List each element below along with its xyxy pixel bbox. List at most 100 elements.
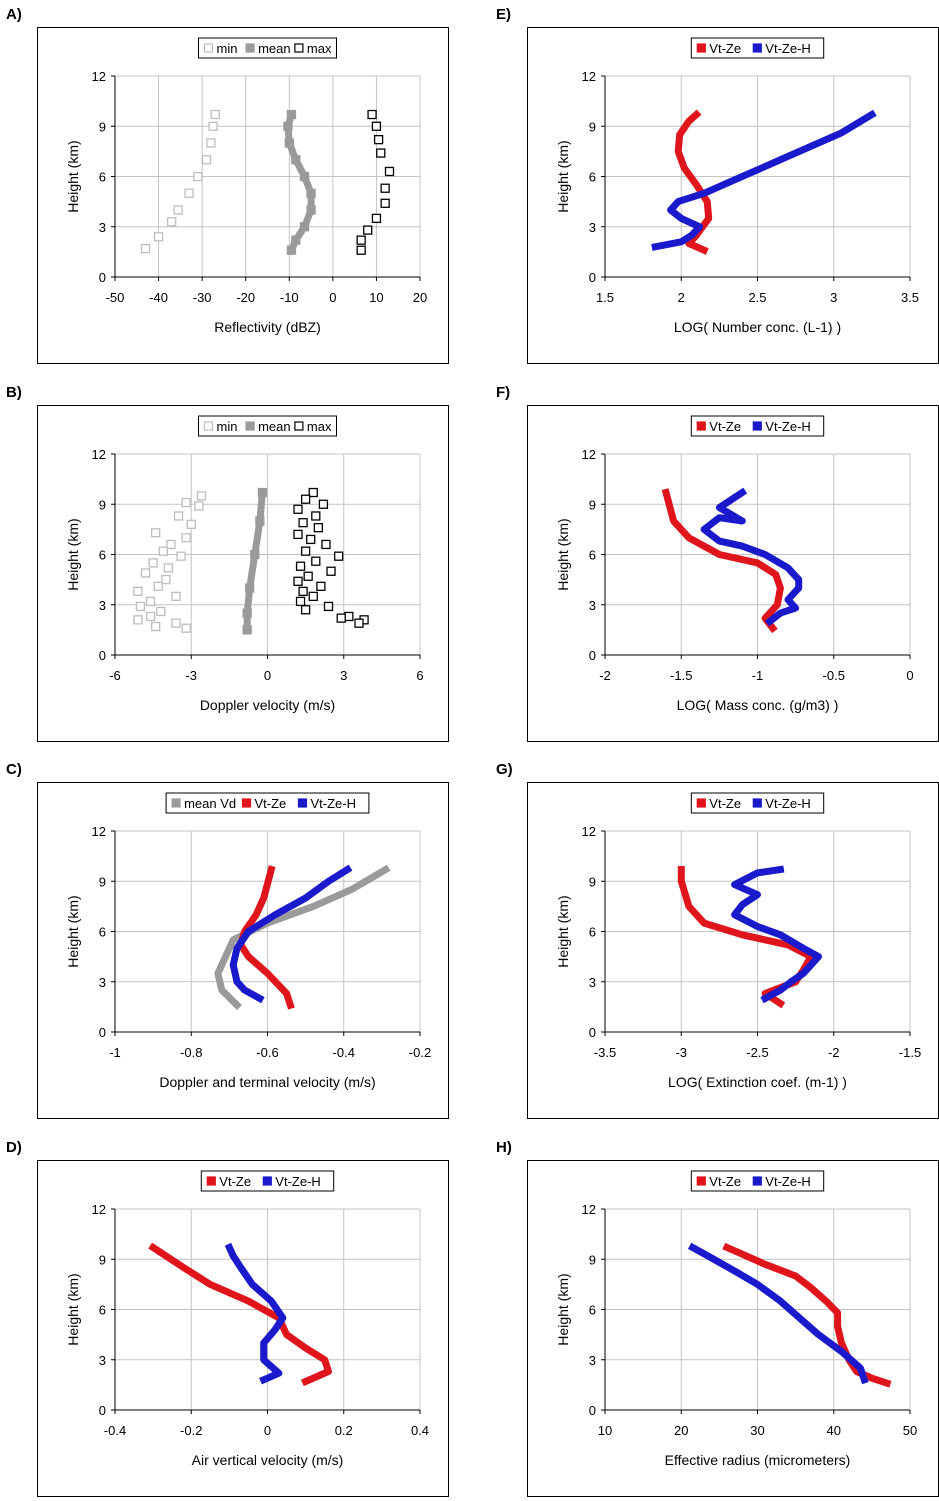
legend-label: max bbox=[307, 41, 332, 56]
legend-label: Vt-Ze-H bbox=[765, 796, 811, 811]
data-point bbox=[161, 574, 171, 585]
y-tick-label: 0 bbox=[99, 1025, 106, 1040]
y-tick-label: 12 bbox=[92, 824, 106, 839]
series-line bbox=[687, 1242, 869, 1385]
x-tick-label: -0.6 bbox=[256, 1045, 278, 1060]
data-point bbox=[133, 615, 143, 625]
y-axis-label: Height (km) bbox=[65, 140, 81, 212]
y-tick-label: 9 bbox=[99, 119, 106, 134]
chart-svg: -0.4 -0.2 0 0.2 0.4 0 3 6 9 12 Air vertical veloci… bbox=[65, 1170, 429, 1468]
data-point bbox=[153, 581, 163, 591]
x-axis-label: Doppler and terminal velocity (m/s) bbox=[159, 1074, 375, 1090]
y-tick-label: 12 bbox=[582, 1202, 596, 1217]
legend-label: Vt-Ze bbox=[709, 1174, 741, 1189]
data-point bbox=[326, 566, 336, 576]
data-point bbox=[356, 235, 366, 245]
series-line bbox=[214, 864, 391, 1011]
y-tick-label: 6 bbox=[99, 925, 106, 940]
legend-label: Vt-Ze-H bbox=[765, 41, 811, 56]
series-vt-ze-h bbox=[224, 1242, 287, 1385]
data-point bbox=[156, 606, 166, 617]
x-axis-label: Effective radius (micrometers) bbox=[665, 1452, 851, 1468]
panel-label: A) bbox=[6, 6, 22, 23]
y-axis-label: Height (km) bbox=[555, 895, 571, 967]
y-tick-label: 12 bbox=[92, 447, 106, 462]
y-tick-label: 3 bbox=[589, 1353, 596, 1368]
y-tick-label: 9 bbox=[99, 497, 106, 512]
chart-svg: -3.5 -3 -2.5 -2 -1.5 0 3 6 9 12 LOG( Extinction co… bbox=[555, 792, 921, 1090]
data-point bbox=[184, 188, 194, 198]
x-tick-label: 40 bbox=[827, 1423, 841, 1438]
data-point bbox=[356, 245, 366, 255]
x-tick-label: -0.5 bbox=[823, 668, 845, 683]
y-tick-label: 0 bbox=[99, 648, 106, 663]
x-tick-label: -0.4 bbox=[333, 1045, 355, 1060]
x-tick-label: 20 bbox=[413, 290, 427, 305]
series-line bbox=[224, 1242, 287, 1385]
series-line bbox=[229, 864, 353, 1004]
series-vt-ze bbox=[148, 1242, 332, 1387]
legend-label: max bbox=[307, 419, 332, 434]
panel-label: D) bbox=[6, 1139, 22, 1156]
x-tick-label: 0 bbox=[906, 668, 913, 683]
x-tick-label: -0.8 bbox=[180, 1045, 202, 1060]
y-tick-label: 6 bbox=[589, 170, 596, 185]
data-point bbox=[181, 623, 191, 633]
chart-frame: -3.5 -3 -2.5 -2 -1.5 0 3 6 9 12 LOG( Extinction co… bbox=[527, 782, 939, 1119]
legend-label: Vt-Ze-H bbox=[765, 419, 811, 434]
x-tick-label: -40 bbox=[149, 290, 168, 305]
legend: Vt-Ze Vt-Ze-H bbox=[690, 1170, 825, 1192]
data-point bbox=[196, 491, 207, 501]
legend-label: Vt-Ze bbox=[709, 419, 741, 434]
data-point bbox=[210, 109, 220, 120]
x-tick-label: -0.2 bbox=[409, 1045, 431, 1060]
data-point bbox=[151, 528, 161, 538]
data-point bbox=[300, 546, 311, 556]
data-point bbox=[363, 225, 373, 235]
data-point bbox=[135, 601, 146, 612]
y-tick-label: 3 bbox=[589, 975, 596, 990]
chart-frame: -50 -40 -30 -20 -10 0 10 20 0 3 6 9 12 Reflectivity (… bbox=[37, 27, 449, 364]
legend-label: mean bbox=[258, 419, 291, 434]
y-tick-label: 9 bbox=[589, 119, 596, 134]
legend-swatch bbox=[294, 421, 304, 431]
y-tick-label: 6 bbox=[99, 548, 106, 563]
y-axis-label: Height (km) bbox=[65, 518, 81, 590]
data-point bbox=[181, 533, 191, 543]
data-point bbox=[153, 232, 164, 242]
data-point bbox=[311, 511, 321, 521]
data-point bbox=[316, 581, 326, 591]
y-tick-label: 0 bbox=[589, 1025, 596, 1040]
data-point bbox=[194, 501, 204, 511]
y-tick-label: 3 bbox=[589, 598, 596, 613]
y-tick-label: 3 bbox=[589, 220, 596, 235]
y-tick-label: 0 bbox=[589, 270, 596, 285]
legend-swatch bbox=[245, 421, 255, 431]
y-tick-label: 9 bbox=[99, 1252, 106, 1267]
x-tick-label: 2 bbox=[678, 290, 685, 305]
y-axis-label: Height (km) bbox=[65, 895, 81, 967]
chart-svg: 10 20 30 40 50 0 3 6 9 12 Effective radius (microm… bbox=[555, 1170, 917, 1468]
x-axis-label: LOG( Extinction coef. (m-1) ) bbox=[668, 1074, 847, 1090]
x-tick-label: 0 bbox=[264, 668, 271, 683]
data-point bbox=[148, 558, 158, 568]
y-tick-label: 12 bbox=[582, 824, 596, 839]
data-point bbox=[173, 205, 183, 215]
x-tick-label: -1.5 bbox=[670, 668, 692, 683]
data-point bbox=[293, 504, 303, 514]
legend-label: min bbox=[217, 41, 238, 56]
data-point bbox=[181, 497, 191, 508]
data-point bbox=[133, 586, 143, 597]
data-point bbox=[145, 596, 156, 607]
legend-swatch bbox=[696, 1176, 706, 1186]
chart-svg: -1 -0.8 -0.6 -0.4 -0.2 0 3 6 9 12 Doppler and term… bbox=[65, 792, 431, 1090]
y-axis-label: Height (km) bbox=[65, 1273, 81, 1345]
x-tick-label: -50 bbox=[106, 290, 125, 305]
data-point bbox=[293, 576, 303, 586]
x-tick-label: 50 bbox=[903, 1423, 917, 1438]
data-point bbox=[380, 183, 390, 193]
chart-svg: -2 -1.5 -1 -0.5 0 0 3 6 9 12 LOG( Mass conc. (g/m3… bbox=[555, 415, 914, 713]
legend: Vt-Ze Vt-Ze-H bbox=[690, 37, 825, 59]
x-tick-label: 10 bbox=[598, 1423, 612, 1438]
legend-label: mean Vd bbox=[184, 796, 236, 811]
